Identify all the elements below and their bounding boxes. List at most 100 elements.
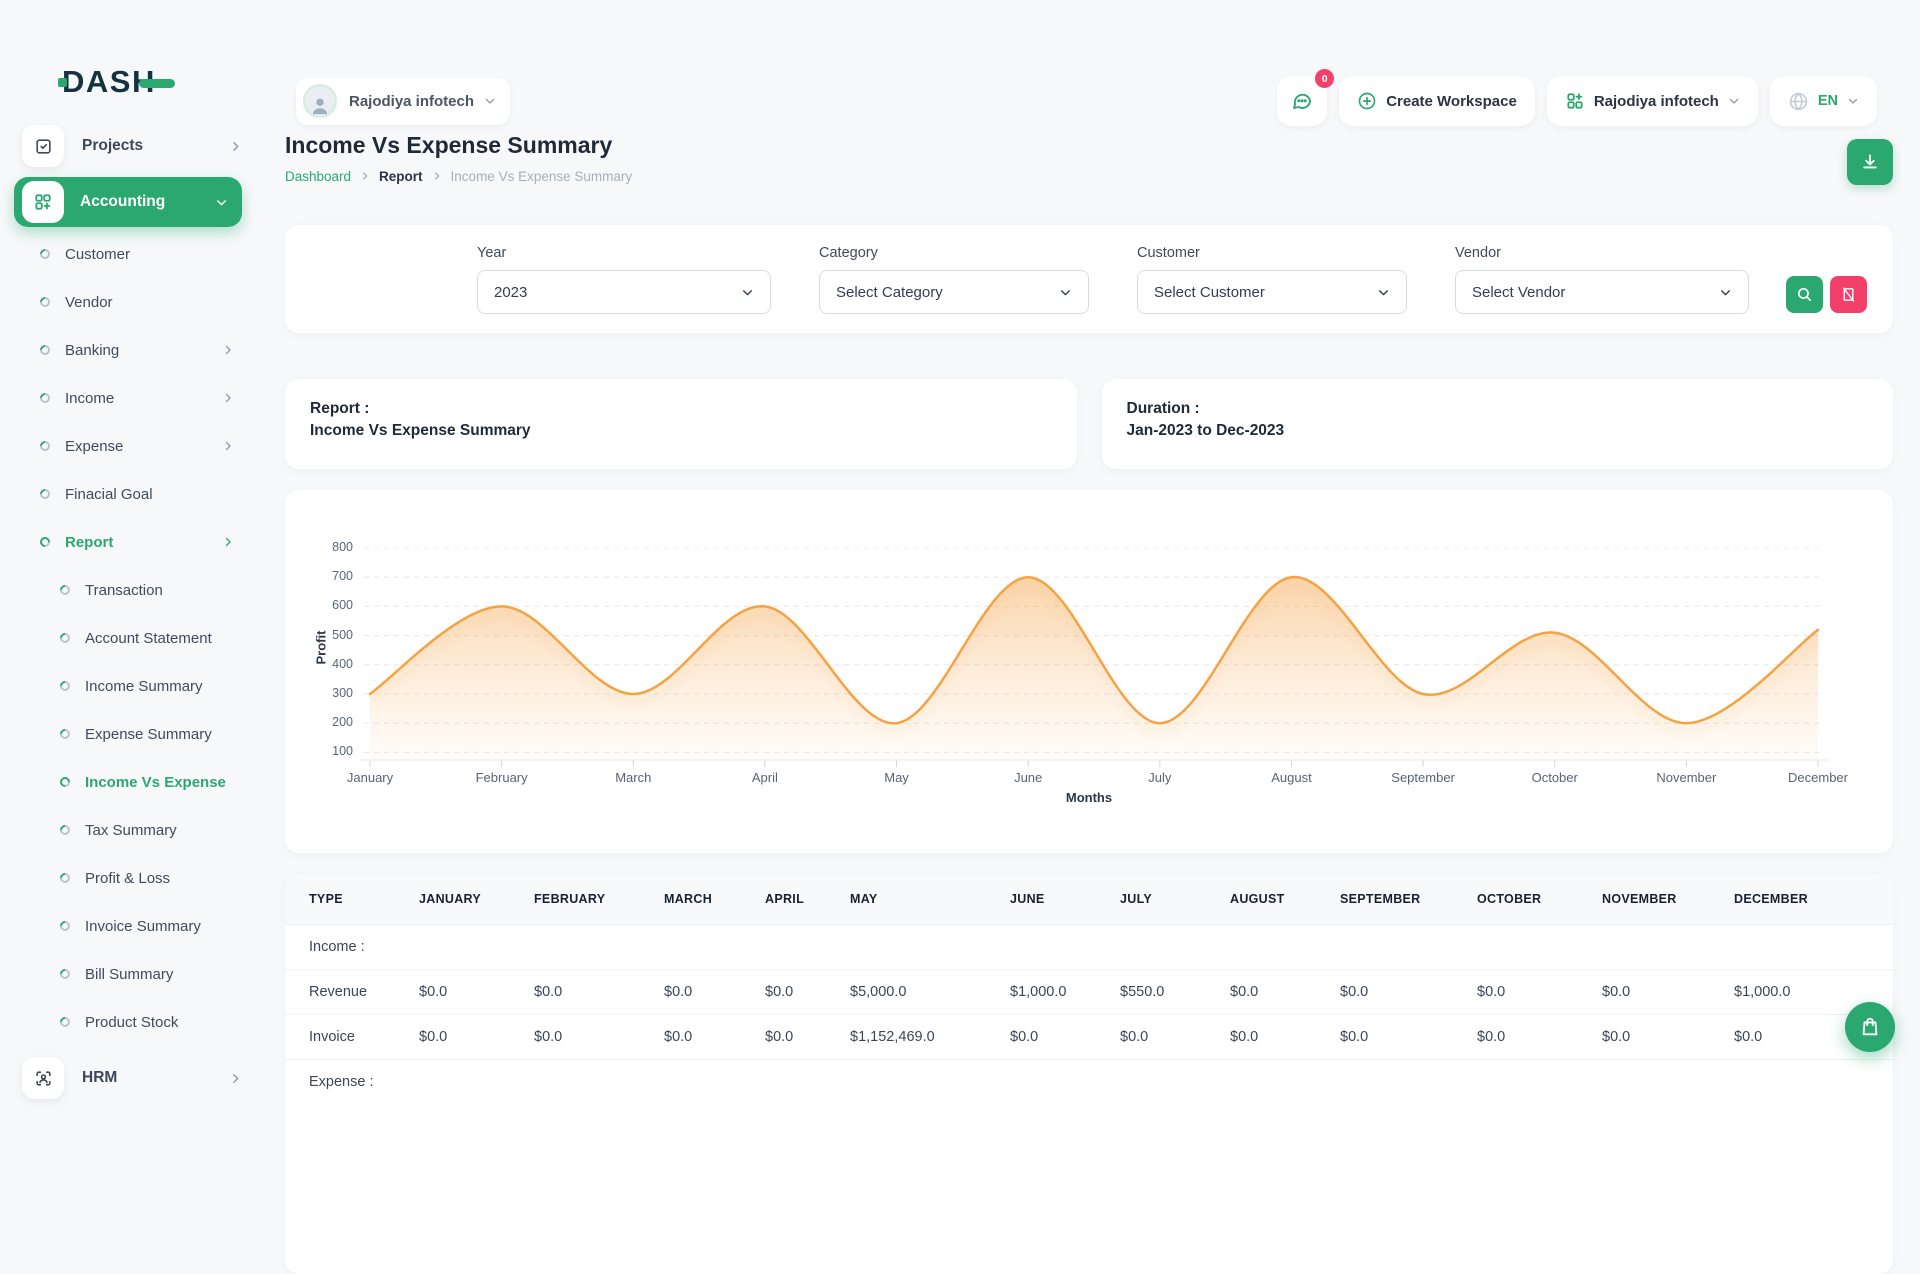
reset-filter-button[interactable] (1830, 276, 1867, 313)
breadcrumb-separator-icon (432, 171, 442, 181)
messages-button[interactable]: 0 (1277, 76, 1327, 126)
col-header: JUNE (1002, 874, 1112, 924)
year-select[interactable]: 2023 (477, 270, 771, 314)
sidebar-item-transaction[interactable]: Transaction (0, 566, 260, 614)
chart-x-axis-title: Months (285, 790, 1893, 805)
col-header: SEPTEMBER (1332, 874, 1469, 924)
sidebar-item-projects[interactable]: Projects (0, 118, 260, 174)
language-selector[interactable]: EN (1770, 76, 1877, 126)
sidebar-item-income[interactable]: Income (0, 374, 260, 422)
filter-category: Category Select Category (819, 245, 1089, 333)
duration-value: Jan-2023 to Dec-2023 (1127, 422, 1869, 440)
duration-card: Duration : Jan-2023 to Dec-2023 (1102, 379, 1894, 469)
filter-year: Year 2023 (477, 245, 771, 333)
breadcrumb-report[interactable]: Report (379, 169, 423, 184)
language-code: EN (1818, 93, 1838, 109)
company-name: Rajodiya infotech (349, 93, 474, 110)
x-tick-label: April (710, 770, 820, 785)
x-tick-label: February (447, 770, 557, 785)
year-label: Year (477, 245, 771, 261)
apply-filter-button[interactable] (1786, 276, 1823, 313)
clear-filter-icon (1840, 286, 1857, 303)
y-tick-label: 500 (313, 628, 353, 642)
filter-customer: Customer Select Customer (1137, 245, 1407, 333)
download-report-button[interactable] (1847, 139, 1893, 185)
filter-groups: Year 2023 Category Select Category Custo… (477, 245, 1786, 333)
create-workspace-button[interactable]: Create Workspace (1339, 76, 1535, 126)
customer-label: Customer (1137, 245, 1407, 261)
sidebar-item-report[interactable]: Report (0, 518, 260, 566)
y-tick-label: 800 (313, 540, 353, 554)
bullet-icon (58, 919, 72, 933)
chevron-down-icon (741, 286, 754, 299)
table-header-row: TYPE JANUARY FEBRUARY MARCH APRIL MAY JU… (285, 874, 1893, 924)
logo-accent-dot (58, 78, 67, 87)
filter-actions (1786, 276, 1867, 313)
sidebar-item-expense[interactable]: Expense (0, 422, 260, 470)
report-label: Report : (310, 400, 1052, 418)
sidebar-item-vendor[interactable]: Vendor (0, 278, 260, 326)
sidebar-item-bill-summary[interactable]: Bill Summary (0, 950, 260, 998)
sidebar-item-product-stock[interactable]: Product Stock (0, 998, 260, 1046)
chevron-right-icon (222, 344, 234, 356)
x-tick-label: October (1500, 770, 1610, 785)
y-tick-label: 700 (313, 569, 353, 583)
bullet-icon (38, 535, 52, 549)
sidebar-nav: Projects Accounting Customer Vendor Bank… (0, 118, 260, 1106)
sidebar-item-customer[interactable]: Customer (0, 230, 260, 278)
summary-cards: Report : Income Vs Expense Summary Durat… (285, 379, 1893, 469)
sidebar-item-banking[interactable]: Banking (0, 326, 260, 374)
chevron-down-icon (484, 95, 496, 107)
y-tick-label: 300 (313, 686, 353, 700)
table-row-invoice: Invoice $0.0 $0.0 $0.0 $0.0 $1,152,469.0… (285, 1014, 1893, 1059)
sidebar-item-income-summary[interactable]: Income Summary (0, 662, 260, 710)
bullet-icon (38, 343, 52, 357)
x-tick-label: August (1236, 770, 1346, 785)
chevron-down-icon (1377, 286, 1390, 299)
x-tick-marks (370, 760, 1818, 767)
sidebar-item-expense-summary[interactable]: Expense Summary (0, 710, 260, 758)
customer-select[interactable]: Select Customer (1137, 270, 1407, 314)
x-tick-label: November (1631, 770, 1741, 785)
logo-accent-dash (139, 79, 175, 88)
addons-fab-button[interactable] (1845, 1002, 1895, 1052)
sidebar-item-finacial-goal[interactable]: Finacial Goal (0, 470, 260, 518)
table-row-revenue: Revenue $0.0 $0.0 $0.0 $0.0 $5,000.0 $1,… (285, 969, 1893, 1014)
chevron-down-icon (1059, 286, 1072, 299)
sidebar-item-income-vs-expense[interactable]: Income Vs Expense (0, 758, 260, 806)
sidebar-item-invoice-summary[interactable]: Invoice Summary (0, 902, 260, 950)
x-tick-label: January (315, 770, 425, 785)
col-header: APRIL (757, 874, 842, 924)
col-header: JANUARY (411, 874, 526, 924)
category-select[interactable]: Select Category (819, 270, 1089, 314)
bullet-icon (58, 871, 72, 885)
breadcrumb: Dashboard Report Income Vs Expense Summa… (285, 169, 632, 184)
x-tick-label: September (1368, 770, 1478, 785)
income-expense-table: TYPE JANUARY FEBRUARY MARCH APRIL MAY JU… (285, 874, 1893, 1104)
sidebar-item-account-statement[interactable]: Account Statement (0, 614, 260, 662)
col-header: AUGUST (1222, 874, 1332, 924)
chevron-right-icon (222, 440, 234, 452)
bullet-icon (58, 1015, 72, 1029)
vendor-label: Vendor (1455, 245, 1749, 261)
sidebar-item-accounting[interactable]: Accounting (14, 177, 242, 227)
income-expense-table-card: TYPE JANUARY FEBRUARY MARCH APRIL MAY JU… (285, 874, 1893, 1274)
breadcrumb-dashboard[interactable]: Dashboard (285, 169, 351, 184)
vendor-select[interactable]: Select Vendor (1455, 270, 1749, 314)
company-selector[interactable]: Rajodiya infotech (296, 78, 510, 125)
workspace-selector[interactable]: Rajodiya infotech (1547, 76, 1758, 126)
profit-area-chart (360, 548, 1828, 774)
duration-label: Duration : (1127, 400, 1869, 418)
sidebar-item-tax-summary[interactable]: Tax Summary (0, 806, 260, 854)
bullet-icon (58, 727, 72, 741)
bullet-icon (58, 679, 72, 693)
app-logo[interactable]: DASH (62, 62, 260, 102)
chevron-right-icon (222, 392, 234, 404)
report-value: Income Vs Expense Summary (310, 422, 1052, 440)
page-header: Income Vs Expense Summary Dashboard Repo… (285, 132, 1893, 185)
sidebar-item-profit-loss[interactable]: Profit & Loss (0, 854, 260, 902)
chevron-down-icon (1719, 286, 1732, 299)
bullet-icon (38, 295, 52, 309)
bullet-icon (58, 823, 72, 837)
